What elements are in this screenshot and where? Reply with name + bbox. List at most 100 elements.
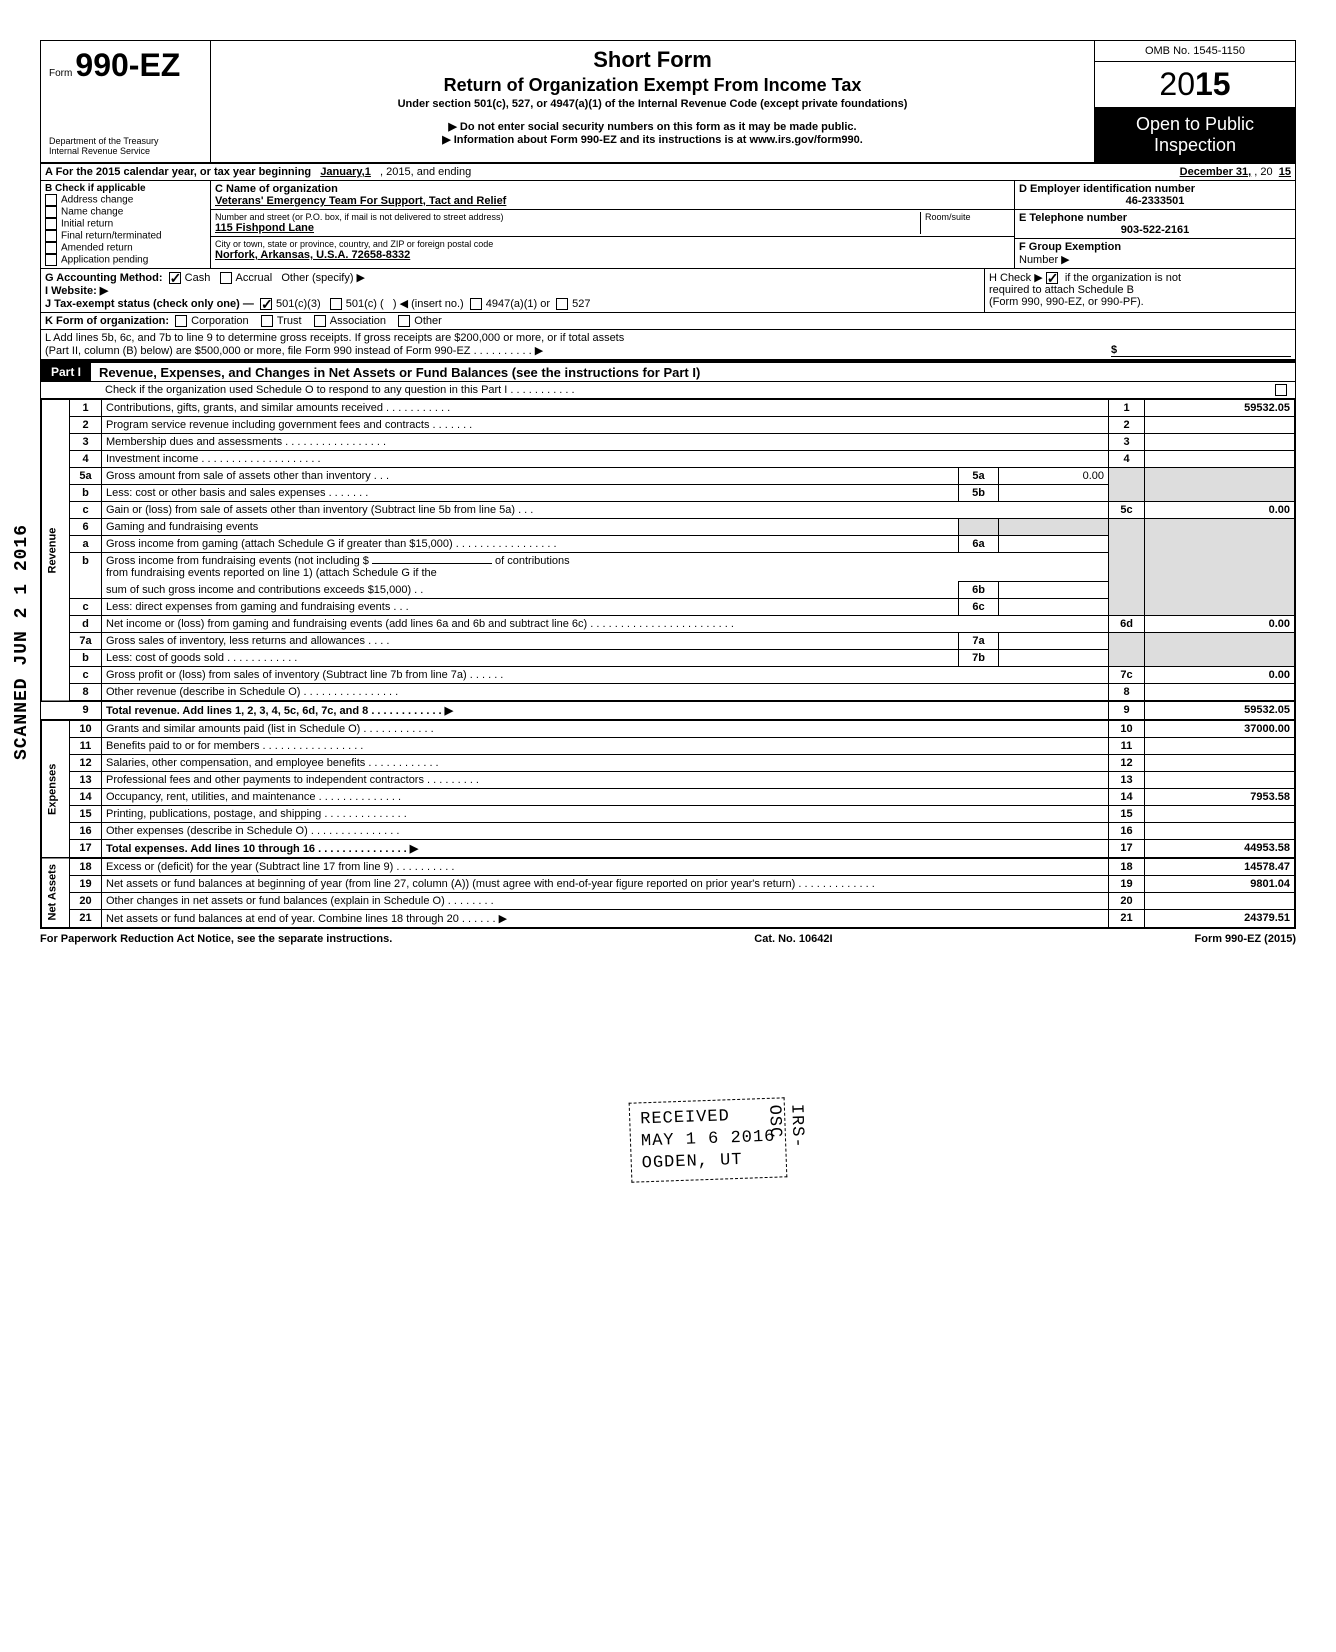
line-10-num: 10 bbox=[70, 720, 102, 738]
line-4-num: 4 bbox=[70, 451, 102, 468]
open-line2: Inspection bbox=[1101, 135, 1289, 156]
line-14-num: 14 bbox=[70, 789, 102, 806]
label-H-line3: (Form 990, 990-EZ, or 990-PF). bbox=[989, 296, 1291, 308]
line-6a-subamt bbox=[999, 536, 1109, 553]
line-8-box: 8 bbox=[1109, 684, 1145, 702]
omb-number: OMB No. 1545-1150 bbox=[1095, 41, 1295, 62]
line-19-num: 19 bbox=[70, 876, 102, 893]
form-prefix: Form bbox=[49, 68, 72, 79]
part-1-sub: Check if the organization used Schedule … bbox=[45, 384, 575, 396]
line-6b-subamt bbox=[999, 582, 1109, 599]
line-2-num: 2 bbox=[70, 417, 102, 434]
checkbox-address-change[interactable] bbox=[45, 194, 57, 206]
label-501c3: 501(c)(3) bbox=[276, 298, 321, 310]
grey-6abcd bbox=[1109, 519, 1145, 616]
line-6b-sub: 6b bbox=[959, 582, 999, 599]
footer-right: Form 990-EZ (2015) bbox=[1195, 933, 1296, 945]
checkbox-501c[interactable] bbox=[330, 298, 342, 310]
line-14-desc: Occupancy, rent, utilities, and maintena… bbox=[102, 789, 1109, 806]
line-10-amount: 37000.00 bbox=[1145, 720, 1295, 738]
note-ssn: ▶ Do not enter social security numbers o… bbox=[219, 120, 1086, 133]
line-7b-subamt bbox=[999, 650, 1109, 667]
label-J: J Tax-exempt status (check only one) — bbox=[45, 298, 254, 310]
line-3-amount bbox=[1145, 434, 1295, 451]
label-address-change: Address change bbox=[61, 195, 133, 206]
line-5c-desc: Gain or (loss) from sale of assets other… bbox=[102, 502, 1109, 519]
label-H-line1: H Check ▶ bbox=[989, 272, 1043, 284]
label-end-comma: , 20 bbox=[1254, 166, 1272, 178]
label-final-return: Final return/terminated bbox=[61, 231, 162, 242]
label-mid: , 2015, and ending bbox=[380, 166, 471, 178]
section-expenses: Expenses bbox=[42, 720, 70, 858]
line-19-desc: Net assets or fund balances at beginning… bbox=[102, 876, 1109, 893]
label-C: C Name of organization bbox=[215, 183, 1010, 195]
line-5b-sub: 5b bbox=[959, 485, 999, 502]
checkbox-schedule-o[interactable] bbox=[1275, 384, 1287, 396]
label-trust: Trust bbox=[277, 315, 302, 327]
label-other-method: Other (specify) ▶ bbox=[281, 272, 365, 284]
line-9-desc: Total revenue. Add lines 1, 2, 3, 4, 5c,… bbox=[102, 701, 1109, 720]
label-corporation: Corporation bbox=[191, 315, 248, 327]
line-16-num: 16 bbox=[70, 823, 102, 840]
checkbox-501c3[interactable] bbox=[260, 298, 272, 310]
checkbox-trust[interactable] bbox=[261, 315, 273, 327]
line-7a-subamt bbox=[999, 633, 1109, 650]
line-18-box: 18 bbox=[1109, 858, 1145, 876]
checkbox-527[interactable] bbox=[556, 298, 568, 310]
checkbox-application-pending[interactable] bbox=[45, 254, 57, 266]
checkbox-amended-return[interactable] bbox=[45, 242, 57, 254]
line-6c-num: c bbox=[70, 599, 102, 616]
checkbox-name-change[interactable] bbox=[45, 206, 57, 218]
grey-6 bbox=[959, 519, 999, 536]
checkbox-4947a1[interactable] bbox=[470, 298, 482, 310]
line-5a-subamt: 0.00 bbox=[999, 468, 1109, 485]
checkbox-final-return[interactable] bbox=[45, 230, 57, 242]
line-15-box: 15 bbox=[1109, 806, 1145, 823]
label-K: K Form of organization: bbox=[45, 315, 169, 327]
label-G: G Accounting Method: bbox=[45, 272, 163, 284]
checkbox-H[interactable] bbox=[1046, 272, 1058, 284]
line-8-amount bbox=[1145, 684, 1295, 702]
line-12-num: 12 bbox=[70, 755, 102, 772]
line-9-box: 9 bbox=[1109, 701, 1145, 720]
checkbox-corporation[interactable] bbox=[175, 315, 187, 327]
checkbox-initial-return[interactable] bbox=[45, 218, 57, 230]
line-17-num: 17 bbox=[70, 840, 102, 859]
spacer-9 bbox=[42, 701, 70, 720]
checkbox-accrual[interactable] bbox=[220, 272, 232, 284]
line-6a-desc: Gross income from gaming (attach Schedul… bbox=[102, 536, 959, 553]
value-end-month: December 31, bbox=[1180, 166, 1252, 178]
scanned-stamp: SCANNED JUN 2 1 2016 bbox=[12, 524, 32, 760]
line-6c-subamt bbox=[999, 599, 1109, 616]
line-10-box: 10 bbox=[1109, 720, 1145, 738]
checkbox-association[interactable] bbox=[314, 315, 326, 327]
value-org-name: Veterans' Emergency Team For Support, Ta… bbox=[215, 195, 1010, 207]
line-15-num: 15 bbox=[70, 806, 102, 823]
line-5b-subamt bbox=[999, 485, 1109, 502]
col-C: C Name of organization Veterans' Emergen… bbox=[211, 181, 1015, 268]
label-H-line2: required to attach Schedule B bbox=[989, 284, 1291, 296]
line-13-amount bbox=[1145, 772, 1295, 789]
label-H-line1b: if the organization is not bbox=[1065, 272, 1181, 284]
year-suffix: 15 bbox=[1195, 66, 1231, 102]
block-B-to-F: B Check if applicable Address change Nam… bbox=[41, 181, 1295, 269]
grey-5ab bbox=[1109, 468, 1145, 502]
label-application-pending: Application pending bbox=[61, 255, 148, 266]
year-prefix: 20 bbox=[1159, 66, 1195, 102]
label-501c: 501(c) ( bbox=[346, 298, 384, 310]
line-6b-num: b bbox=[70, 553, 102, 599]
label-L-line2: (Part II, column (B) below) are $500,000… bbox=[45, 344, 543, 357]
line-5c-num: c bbox=[70, 502, 102, 519]
line-4-amount bbox=[1145, 451, 1295, 468]
line-6-num: 6 bbox=[70, 519, 102, 536]
col-DEF: D Employer identification number 46-2333… bbox=[1015, 181, 1295, 268]
form-990ez: Form 990-EZ Department of the Treasury I… bbox=[40, 40, 1296, 929]
line-3-num: 3 bbox=[70, 434, 102, 451]
line-4-box: 4 bbox=[1109, 451, 1145, 468]
checkbox-other-org[interactable] bbox=[398, 315, 410, 327]
line-6d-desc: Net income or (loss) from gaming and fun… bbox=[102, 616, 1109, 633]
checkbox-cash[interactable] bbox=[169, 272, 181, 284]
line-16-amount bbox=[1145, 823, 1295, 840]
line-20-box: 20 bbox=[1109, 893, 1145, 910]
line-13-desc: Professional fees and other payments to … bbox=[102, 772, 1109, 789]
